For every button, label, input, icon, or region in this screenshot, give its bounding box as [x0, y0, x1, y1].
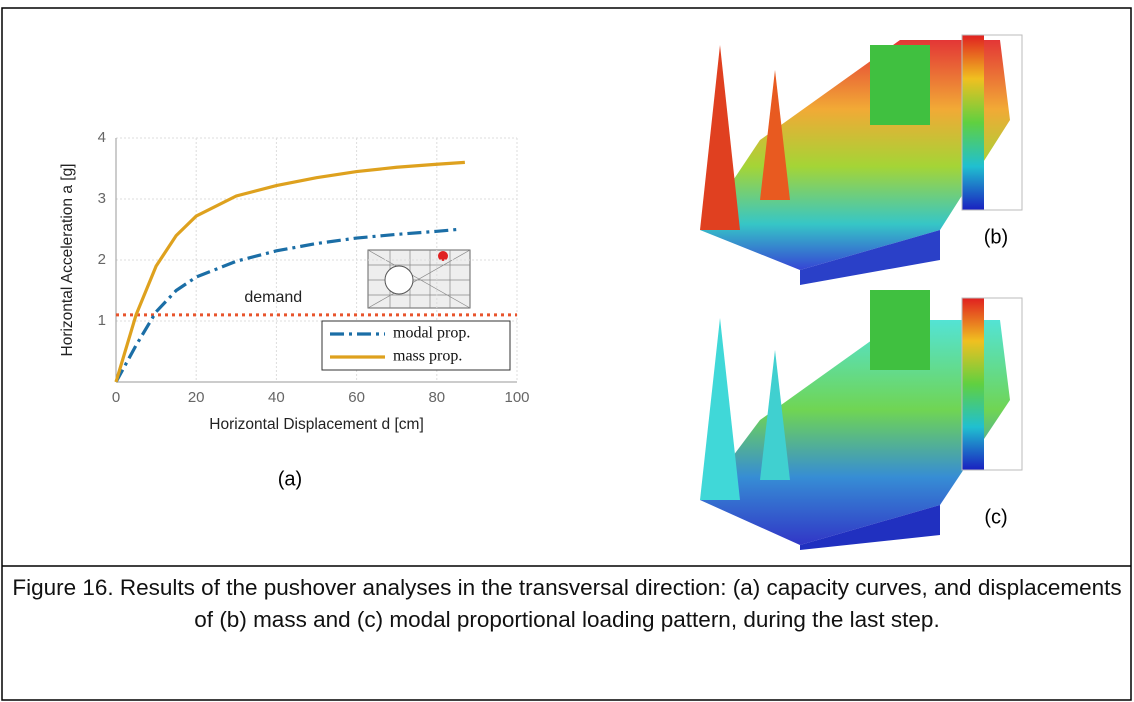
x-tick-label: 20: [188, 389, 205, 406]
caption: Figure 16. Results of the pushover analy…: [10, 572, 1124, 636]
model-b: [700, 35, 1022, 285]
x-tick-label: 60: [348, 389, 365, 406]
y-tick-label: 3: [98, 190, 106, 207]
y-tick-label: 2: [98, 251, 106, 268]
x-axis-label: Horizontal Displacement d [cm]: [209, 416, 424, 433]
y-axis-label: Horizontal Acceleration a [g]: [59, 164, 76, 357]
x-tick-label: 40: [268, 389, 285, 406]
model-c: [700, 290, 1022, 550]
x-tick-label: 80: [428, 389, 445, 406]
y-tick-label: 1: [98, 312, 106, 329]
inset-plan: [368, 250, 470, 308]
panel-label: (c): [984, 506, 1007, 528]
y-tick-label: 4: [98, 129, 106, 146]
x-tick-label: 0: [112, 389, 120, 406]
panel-label: (a): [278, 468, 302, 490]
page: (a) (b) (c) 0 20 40 60 80 100 1 2 3 4 Horizontal D…: [0, 0, 1134, 702]
legend-label: modal prop.: [393, 325, 470, 342]
legend-label: mass prop.: [393, 348, 462, 365]
panel-label: (b): [984, 226, 1008, 248]
x-tick-label: 100: [504, 389, 529, 406]
reference-label: demand: [244, 289, 302, 306]
